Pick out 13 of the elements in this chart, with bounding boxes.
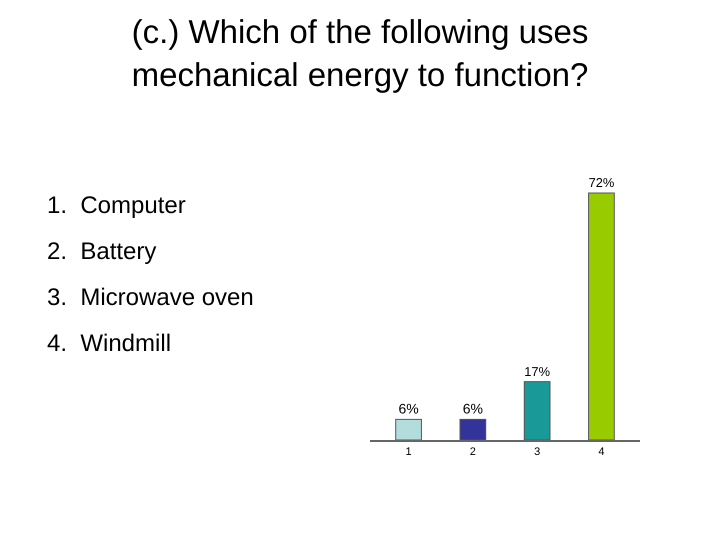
text: 2. Battery <box>47 238 156 265</box>
x-tick-label: 4 <box>598 446 604 458</box>
data-label: 72% <box>588 175 614 190</box>
chart-title: (c.) Which of the following uses mechanical energy to function? <box>132 13 588 94</box>
x-tick-label: 2 <box>470 446 476 458</box>
text: 3. Microwave oven <box>47 284 254 311</box>
text: 1. Computer <box>47 192 186 219</box>
x-tick-label: 3 <box>534 446 540 458</box>
x-tick-label: 1 <box>406 446 412 458</box>
data-label: 6% <box>398 400 419 416</box>
data-label: 17% <box>524 364 550 379</box>
data-label: 6% <box>462 400 483 416</box>
text: 4. Windmill <box>47 330 172 357</box>
